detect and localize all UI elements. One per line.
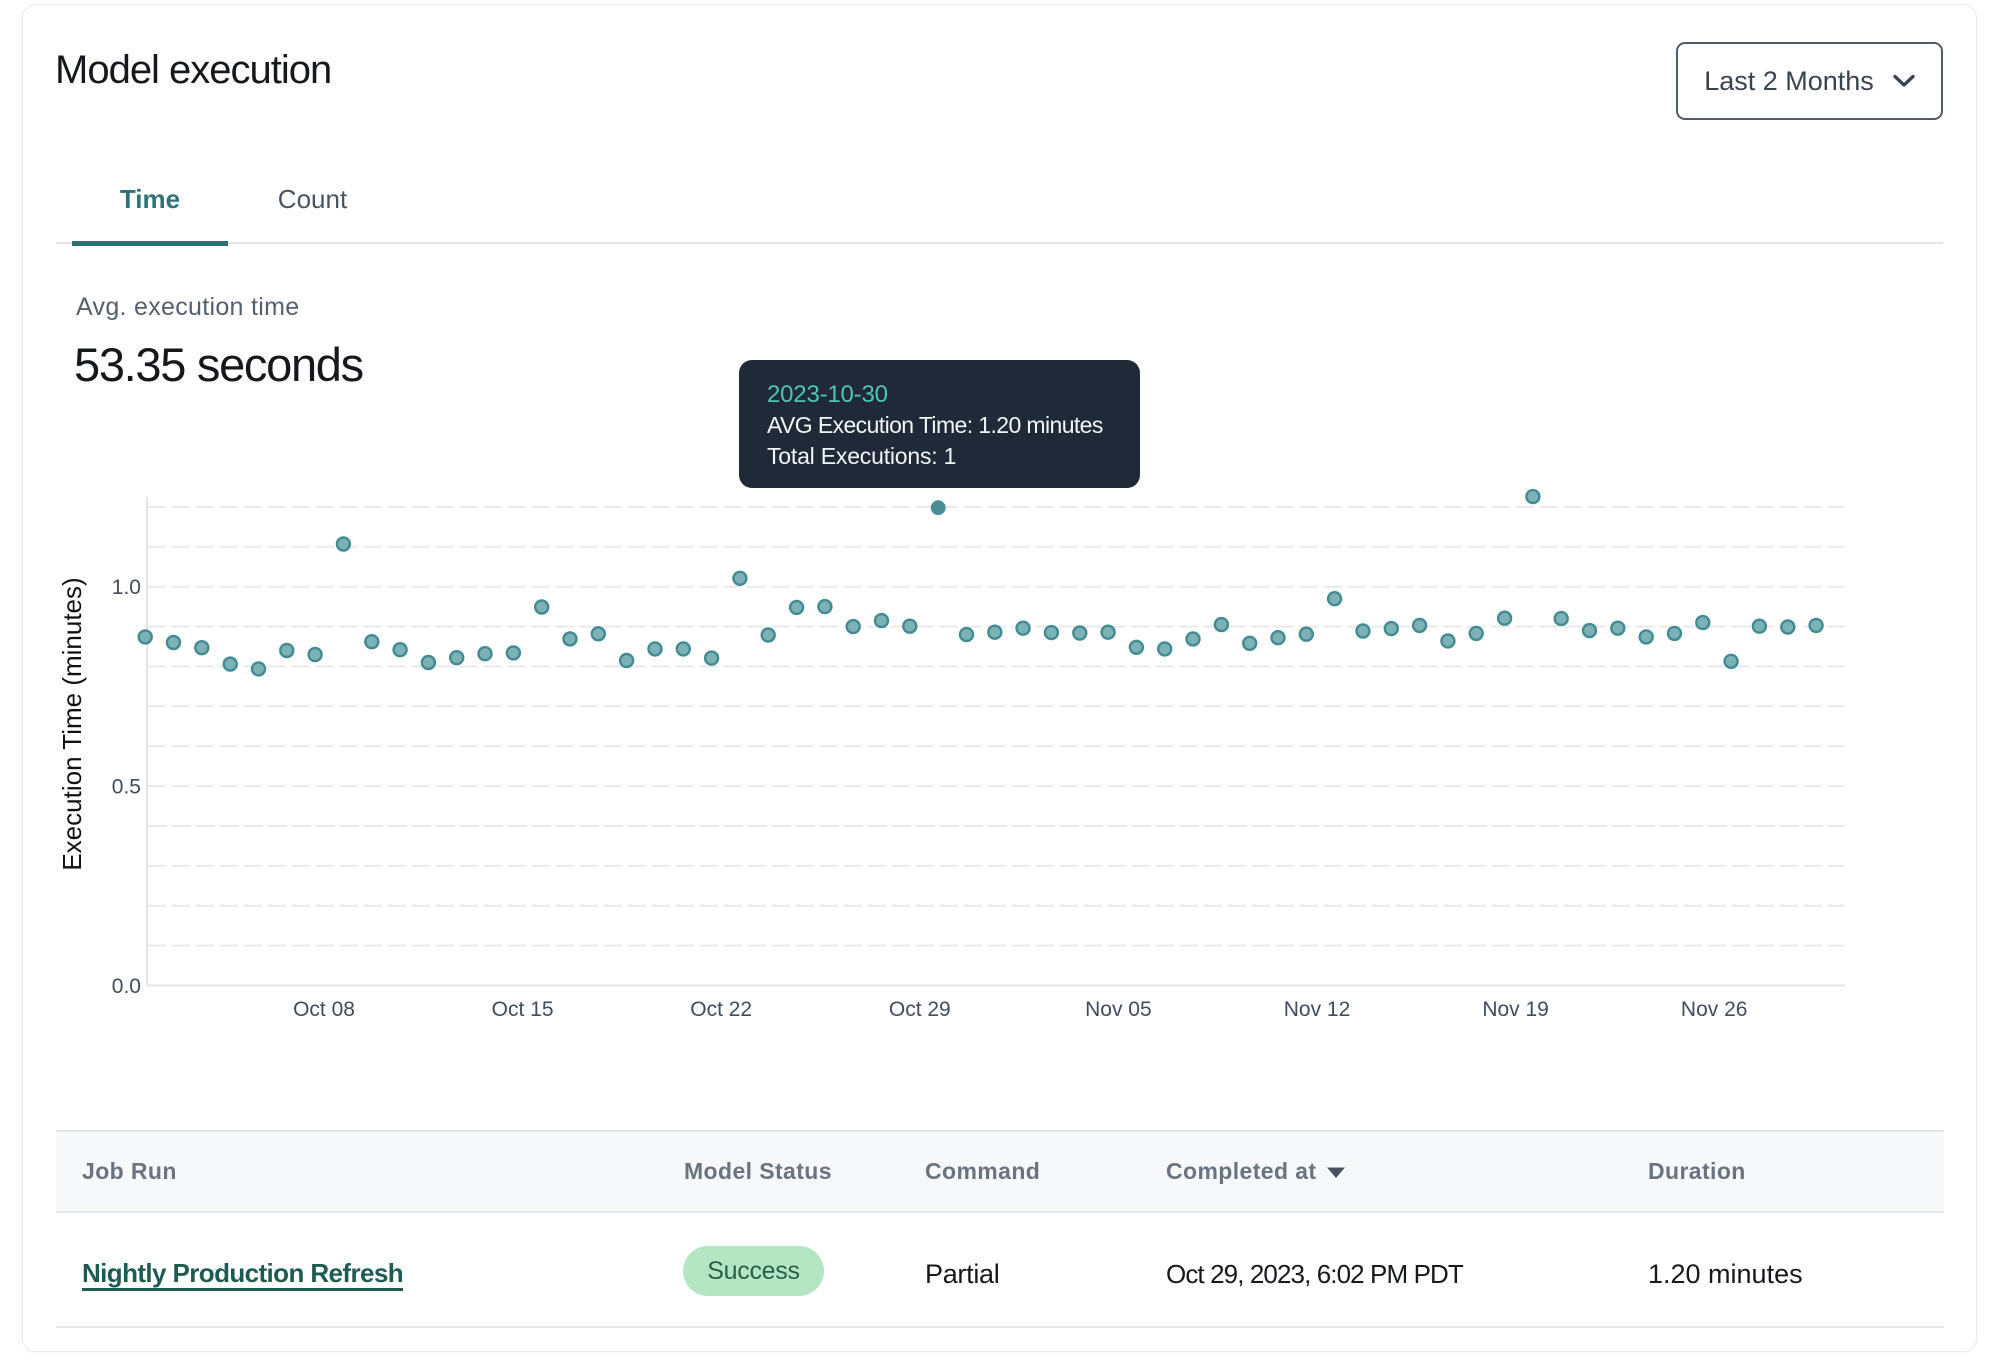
svg-text:Oct 29: Oct 29 [889,998,951,1021]
svg-text:Oct 15: Oct 15 [492,998,554,1021]
svg-text:0.0: 0.0 [112,975,141,998]
svg-text:0.5: 0.5 [112,776,141,799]
svg-text:Nov 26: Nov 26 [1681,998,1748,1021]
svg-text:Nov 12: Nov 12 [1284,998,1351,1021]
svg-text:Nov 19: Nov 19 [1482,998,1549,1021]
svg-text:Nov 05: Nov 05 [1085,998,1152,1021]
svg-text:1.0: 1.0 [112,576,141,599]
svg-text:Oct 08: Oct 08 [293,998,355,1021]
svg-text:Execution Time (minutes): Execution Time (minutes) [57,577,87,870]
svg-text:Oct 22: Oct 22 [690,998,752,1021]
